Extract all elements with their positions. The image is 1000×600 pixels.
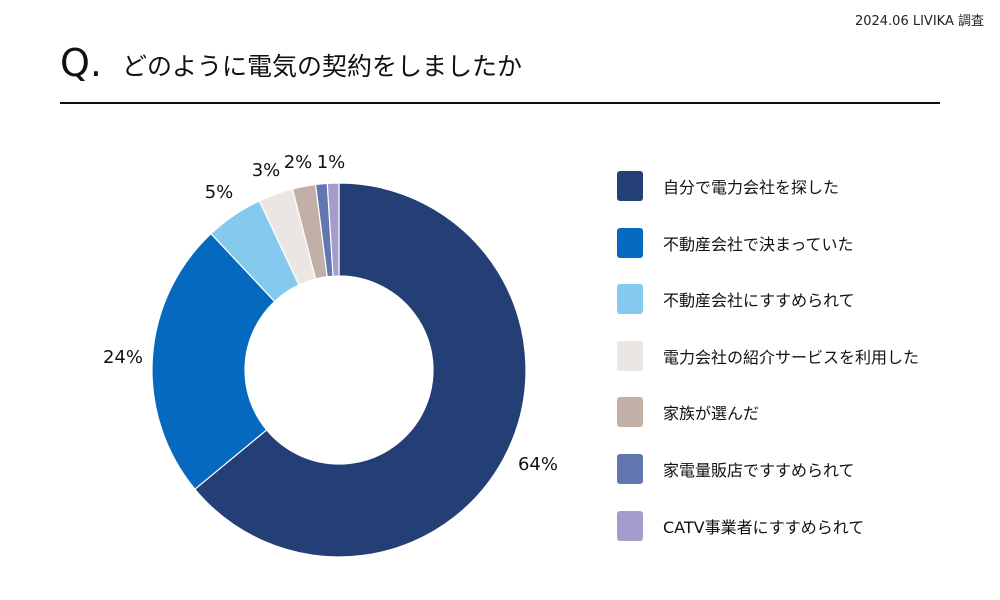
legend-swatch — [617, 453, 643, 484]
legend-label: CATV事業者にすすめられて — [663, 517, 865, 537]
slice-percent-label: 24% — [103, 347, 143, 368]
question-prefix: Q. — [60, 41, 102, 85]
source-note: 2024.06 LIVIKA 調査 — [854, 14, 984, 29]
legend-swatch — [617, 340, 643, 371]
donut-slice — [194, 182, 527, 558]
legend-item: 自分で電力会社を探した — [617, 170, 919, 202]
legend-item: 電力会社の紹介サービスを利用した — [617, 340, 919, 372]
legend-item: 不動産会社で決まっていた — [617, 227, 919, 259]
legend-swatch — [617, 227, 643, 258]
legend-swatch — [617, 397, 643, 428]
legend-item: 家族が選んだ — [617, 396, 919, 428]
legend-label: 不動産会社で決まっていた — [663, 234, 854, 254]
slice-percent-label: 5% — [205, 182, 234, 203]
legend-label: 家族が選んだ — [663, 404, 760, 424]
page-title: どのように電気の契約をしましたか — [122, 52, 523, 81]
slice-percent-label: 2% — [284, 152, 313, 173]
slice-percent-label: 64% — [518, 454, 558, 475]
legend-label: 自分で電力会社を探した — [663, 178, 840, 197]
title-divider — [60, 102, 940, 104]
chart-legend: 自分で電力会社を探した 不動産会社で決まっていた 不動産会社にすすめられて 電力… — [617, 170, 919, 566]
legend-label: 電力会社の紹介サービスを利用した — [663, 347, 920, 367]
legend-swatch — [617, 284, 643, 315]
legend-swatch — [617, 510, 643, 541]
legend-swatch — [617, 171, 643, 201]
legend-item: CATV事業者にすすめられて — [617, 510, 919, 542]
slice-percent-label: 1% — [317, 152, 346, 173]
legend-label: 家電量販店ですすめられて — [663, 460, 855, 480]
donut-slice — [326, 182, 340, 277]
legend-label: 不動産会社にすすめられて — [663, 291, 855, 311]
donut-slice — [151, 232, 276, 491]
legend-item: 家電量販店ですすめられて — [617, 453, 919, 485]
slice-percent-label: 3% — [252, 160, 281, 181]
legend-item: 不動産会社にすすめられて — [617, 283, 919, 315]
